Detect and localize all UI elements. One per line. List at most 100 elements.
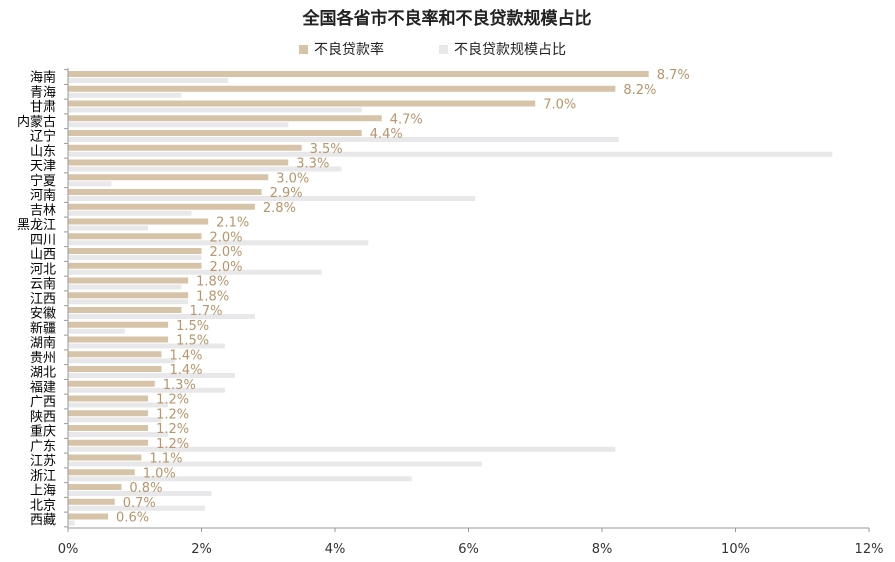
category-label-29: 北京	[30, 498, 56, 513]
bar-npl-ratio-26	[68, 454, 142, 461]
bar-npl-share-17	[68, 328, 125, 334]
legend-label-npl-share: 不良贷款规模占比	[454, 42, 566, 58]
data-label-npl-ratio-12: 2.0%	[210, 245, 243, 260]
bar-npl-ratio-23	[68, 410, 149, 417]
x-tick-label-6: 12%	[855, 542, 884, 557]
data-label-npl-ratio-22: 1.2%	[156, 393, 189, 408]
category-label-12: 山西	[30, 248, 56, 263]
bar-npl-share-18	[68, 343, 225, 349]
category-label-11: 四川	[30, 233, 56, 248]
data-label-npl-ratio-23: 1.2%	[156, 407, 189, 422]
category-label-19: 贵州	[30, 351, 56, 366]
legend-swatch-npl-ratio	[299, 45, 308, 54]
bar-npl-share-21	[68, 387, 225, 393]
data-label-npl-ratio-28: 0.8%	[129, 481, 162, 496]
category-label-20: 湖北	[30, 366, 56, 381]
bar-npl-share-6	[68, 166, 342, 172]
category-label-6: 天津	[30, 159, 56, 174]
data-label-npl-ratio-3: 4.7%	[390, 112, 423, 127]
category-label-16: 安徽	[30, 307, 56, 322]
x-tick-label-5: 10%	[721, 542, 750, 557]
bar-npl-share-20	[68, 373, 235, 378]
legend: 不良贷款率 不良贷款规模占比	[299, 41, 566, 58]
legend-label-npl-ratio: 不良贷款率	[314, 41, 384, 58]
bar-npl-ratio-15	[68, 292, 189, 299]
bar-npl-ratio-8	[68, 189, 262, 195]
data-label-npl-ratio-16: 1.7%	[189, 304, 222, 319]
bar-npl-share-9	[68, 210, 192, 216]
legend-swatch-npl-share	[439, 45, 448, 54]
category-axis-labels: 海南青海甘肃内蒙古辽宁山东天津宁夏河南吉林黑龙江四川山西河北云南江西安徽新疆湖南…	[17, 69, 68, 528]
data-label-npl-ratio-6: 3.3%	[296, 157, 329, 172]
series-npl-share-bars	[68, 78, 833, 526]
bar-npl-ratio-21	[68, 380, 155, 387]
x-tick-label-2: 4%	[325, 542, 346, 557]
bar-npl-ratio-16	[68, 307, 182, 313]
data-label-npl-ratio-5: 3.5%	[310, 142, 343, 157]
data-label-npl-ratio-4: 4.4%	[370, 127, 403, 142]
bar-npl-share-10	[68, 225, 149, 231]
category-label-10: 黑龙江	[17, 218, 56, 233]
data-label-npl-ratio-24: 1.2%	[156, 422, 189, 437]
x-tick-label-4: 8%	[592, 542, 613, 557]
bar-npl-ratio-25	[68, 439, 149, 446]
category-label-27: 浙江	[30, 469, 56, 484]
chart-title: 全国各省市不良率和不良贷款规模占比	[302, 8, 592, 29]
category-label-23: 陕西	[30, 410, 56, 425]
bar-npl-share-13	[68, 269, 322, 275]
data-label-npl-ratio-21: 1.3%	[163, 378, 196, 393]
bar-npl-ratio-14	[68, 277, 189, 284]
bar-npl-ratio-3	[68, 115, 382, 122]
data-label-npl-ratio-10: 2.1%	[216, 216, 249, 231]
bar-npl-ratio-29	[68, 498, 115, 505]
bar-npl-ratio-20	[68, 366, 162, 372]
category-label-15: 江西	[30, 292, 56, 307]
category-label-25: 广东	[30, 439, 56, 454]
bar-npl-ratio-18	[68, 336, 169, 343]
bar-npl-ratio-30	[68, 513, 109, 520]
bar-npl-share-25	[68, 446, 616, 452]
bar-npl-ratio-5	[68, 144, 302, 151]
category-label-9: 吉林	[30, 203, 56, 218]
bar-npl-ratio-1	[68, 85, 616, 92]
category-label-21: 福建	[30, 380, 56, 395]
bar-npl-ratio-17	[68, 321, 169, 328]
bar-npl-share-0	[68, 78, 229, 83]
x-axis-ticks: 0% 2% 4% 6% 8% 10% 12%	[58, 528, 884, 557]
x-tick-label-3: 6%	[458, 542, 479, 557]
category-label-30: 西藏	[30, 513, 56, 528]
bar-npl-share-27	[68, 476, 412, 482]
data-label-npl-ratio-0: 8.7%	[657, 68, 690, 83]
category-label-18: 湖南	[30, 335, 56, 351]
data-labels: 8.7%8.2% 7.0% 4.7%4.4% 3.5%3.3%3.0%2.9%2.8%…	[116, 68, 690, 526]
bar-npl-ratio-2	[68, 100, 536, 107]
category-label-14: 云南	[30, 276, 56, 292]
bar-npl-ratio-28	[68, 484, 122, 490]
bar-npl-share-15	[68, 299, 189, 305]
bar-npl-share-14	[68, 284, 182, 290]
category-label-0: 海南	[30, 70, 56, 86]
bar-npl-share-28	[68, 491, 212, 496]
category-label-28: 上海	[30, 484, 56, 499]
bar-npl-ratio-24	[68, 425, 149, 431]
bar-npl-share-11	[68, 240, 369, 246]
category-label-17: 新疆	[30, 320, 56, 336]
data-label-npl-ratio-15: 1.8%	[196, 289, 229, 304]
x-tick-label-0: 0%	[58, 542, 79, 557]
bar-npl-ratio-12	[68, 248, 202, 254]
data-label-npl-ratio-13: 2.0%	[210, 260, 243, 275]
series-npl-ratio-bars	[68, 71, 649, 520]
bar-npl-ratio-0	[68, 71, 649, 77]
bar-npl-share-4	[68, 137, 619, 142]
data-label-npl-ratio-17: 1.5%	[176, 319, 209, 334]
category-label-22: 广西	[30, 395, 56, 410]
data-label-npl-ratio-19: 1.4%	[169, 348, 202, 363]
bar-npl-share-24	[68, 432, 169, 437]
bar-npl-share-5	[68, 151, 833, 157]
bar-npl-share-23	[68, 417, 162, 423]
bar-npl-share-22	[68, 402, 169, 408]
category-label-5: 山东	[30, 144, 56, 159]
category-label-2: 甘肃	[30, 100, 56, 115]
